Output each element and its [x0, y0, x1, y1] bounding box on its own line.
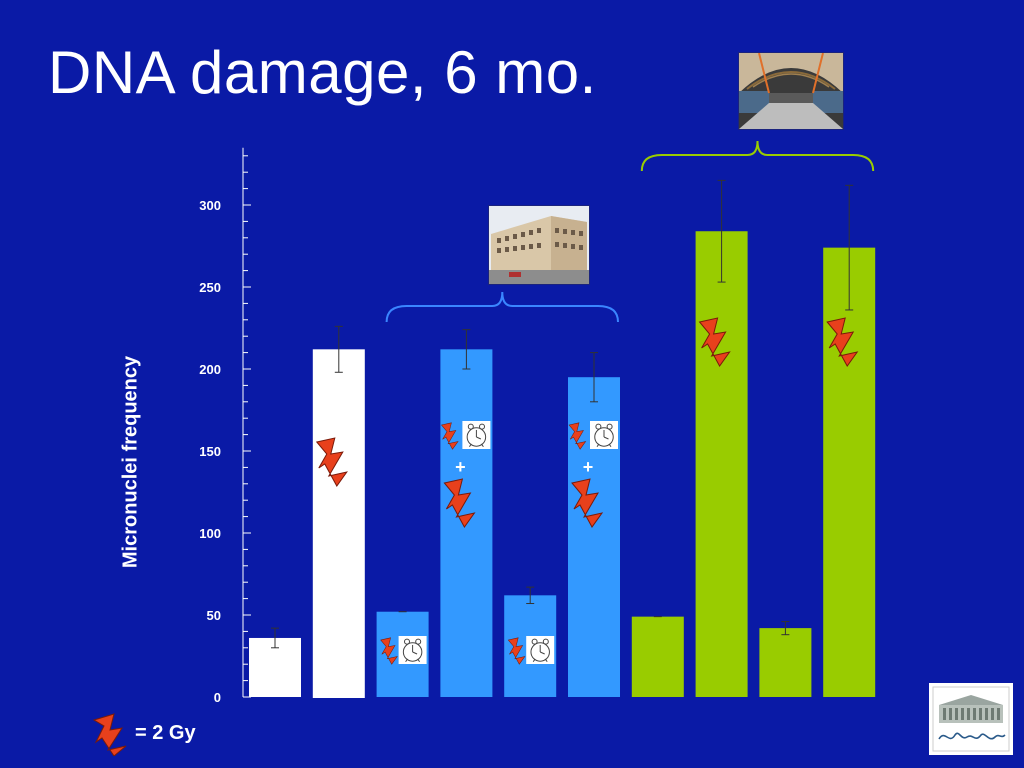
- y-tick-label: 100: [199, 526, 221, 541]
- plus-sign: +: [455, 457, 466, 477]
- small-bolt-icon: [440, 422, 459, 450]
- small-bolt-icon: [507, 637, 526, 665]
- y-tick-label: 50: [207, 608, 221, 623]
- building-photo: [488, 205, 590, 285]
- legend-text: = 2 Gy: [135, 722, 196, 744]
- institute-logo: [929, 683, 1013, 755]
- lightning-bolt-icon: [826, 317, 859, 367]
- tunnel-photo: [738, 52, 844, 130]
- small-bolt-icon: [568, 422, 587, 450]
- lightning-bolt-icon: [571, 478, 604, 528]
- y-tick-label: 300: [199, 198, 221, 213]
- bar: [312, 349, 365, 698]
- y-tick-label: 150: [199, 444, 221, 459]
- y-tick-label: 0: [214, 690, 221, 705]
- small-bolt-icon: [380, 637, 398, 665]
- legend: [92, 712, 222, 757]
- lightning-bolt-icon: [698, 317, 731, 367]
- y-tick-label: 250: [199, 280, 221, 295]
- slide-title: DNA damage, 6 mo.: [48, 39, 597, 106]
- bar: [823, 247, 876, 697]
- lightning-bolt-icon: [443, 478, 476, 528]
- blue-group-brace: [385, 291, 619, 323]
- bar: [759, 628, 812, 697]
- plus-sign: +: [583, 457, 594, 477]
- bar: [695, 231, 748, 698]
- green-group-brace: [640, 140, 875, 172]
- lightning-bolt-icon: [315, 437, 348, 487]
- clock-face-icon: [398, 636, 427, 664]
- bar: [631, 616, 684, 697]
- clock-face-icon: [462, 421, 491, 449]
- y-tick-label: 200: [199, 362, 221, 377]
- clock-face-icon: [590, 421, 618, 449]
- lightning-bolt-icon: [92, 713, 127, 757]
- clock-face-icon: [526, 636, 555, 664]
